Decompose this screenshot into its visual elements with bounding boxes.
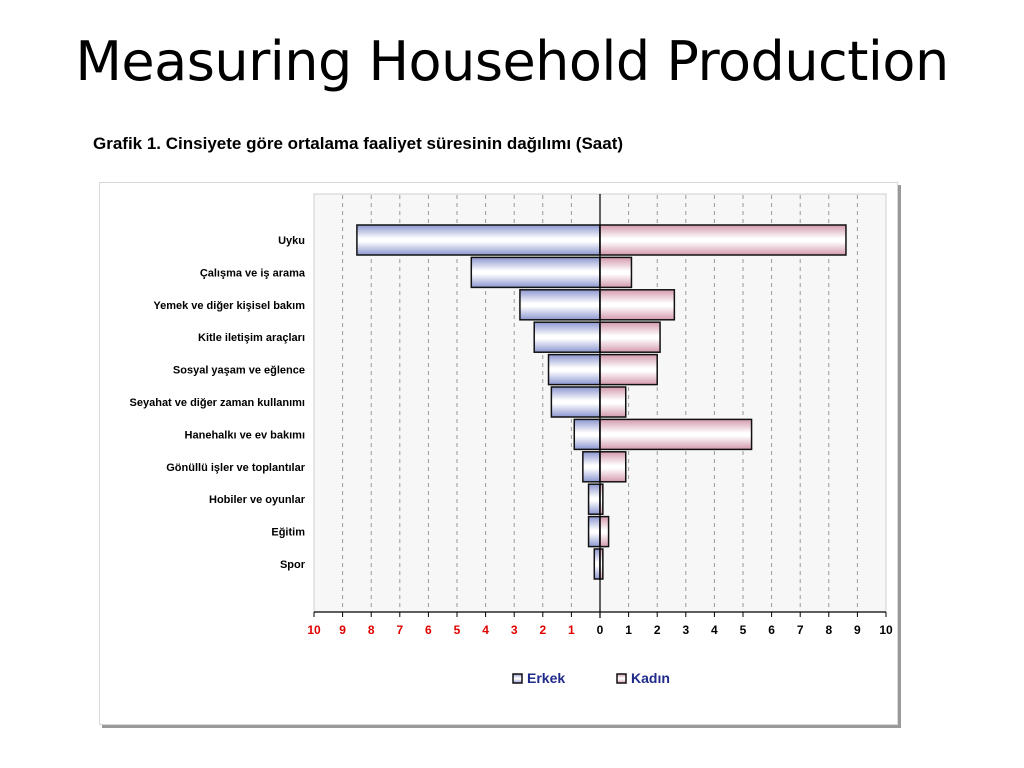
grid-lines [342,195,858,611]
x-tick-label: 9 [854,623,861,637]
category-label: Hobiler ve oyunlar [209,494,306,506]
bar-erkek [533,321,601,353]
legend-item-erkek-label: Erkek [527,670,565,686]
bar-erkek [547,353,601,386]
bar-erkek [470,256,601,289]
category-label: Yemek ve diğer kişisel bakım [153,300,305,312]
bar-kadin [599,224,847,256]
category-label: Gönüllü işler ve toplantılar [166,462,305,474]
legend-item-erkek-swatch [512,673,523,684]
x-tick-label: 6 [425,623,432,637]
category-label: Eğitim [271,527,305,539]
bar-erkek [587,515,601,548]
category-label: Kitle iletişim araçları [198,332,305,344]
category-label: Çalışma ve iş arama [200,267,306,279]
bar-erkek [582,451,601,483]
category-labels: Uyku Çalışma ve iş arama Yemek ve diğer ki… [130,235,306,571]
legend: Erkek Kadın [512,670,670,686]
bar-kadin [599,321,661,353]
bar-kadin [599,451,627,483]
x-tick-label: 2 [539,623,546,637]
bar-erkek [550,386,601,418]
x-tick-label: 4 [482,623,489,637]
x-tick-label: 3 [682,623,689,637]
bar-kadin [599,418,753,451]
x-tick-label: 5 [740,623,747,637]
bar-erkek [593,548,601,580]
category-label: Hanehalkı ve ev bakımı [185,429,305,441]
x-tick-label: 0 [597,623,604,637]
bar-erkek [519,289,601,321]
category-label: Uyku [278,235,305,247]
x-tick-label: 8 [825,623,832,637]
category-label: Spor [280,559,306,571]
x-tick-label: 5 [454,623,461,637]
bar-erkek [573,418,601,451]
bar-erkek [356,224,601,256]
bar-kadin [599,256,633,289]
x-axis: 10 9 8 7 6 5 4 3 2 1 0 1 2 3 4 5 6 7 8 9 10 [307,194,893,637]
slide-title: Measuring Household Production [75,30,949,93]
x-tick-label: 8 [368,623,375,637]
bars [356,224,847,580]
x-tick-label: 4 [711,623,718,637]
x-tick-label: 2 [654,623,661,637]
bar-kadin [599,386,627,418]
x-tick-label: 7 [396,623,403,637]
bar-kadin [599,515,610,548]
legend-item-kadin-label: Kadın [631,670,670,686]
legend-item-kadin-swatch [616,673,627,684]
chart-frame: Uyku Çalışma ve iş arama Yemek ve diğer ki… [99,182,898,725]
category-label: Seyahat ve diğer zaman kullanımı [130,397,305,409]
x-tick-label: 9 [339,623,346,637]
x-tick-label: 7 [797,623,804,637]
x-tick-label: 10 [879,623,893,637]
x-tick-label: 6 [768,623,775,637]
bar-kadin [599,353,658,386]
chart-title: Grafik 1. Cinsiyete göre ortalama faaliy… [93,134,624,153]
x-tick-label: 1 [625,623,632,637]
chart-svg: Uyku Çalışma ve iş arama Yemek ve diğer ki… [130,193,893,686]
x-tick-label: 1 [568,623,575,637]
x-tick-label: 10 [307,623,321,637]
x-tick-label: 3 [511,623,518,637]
category-label: Sosyal yaşam ve eğlence [173,365,305,377]
bar-kadin [599,289,676,321]
bar-erkek [587,483,601,515]
